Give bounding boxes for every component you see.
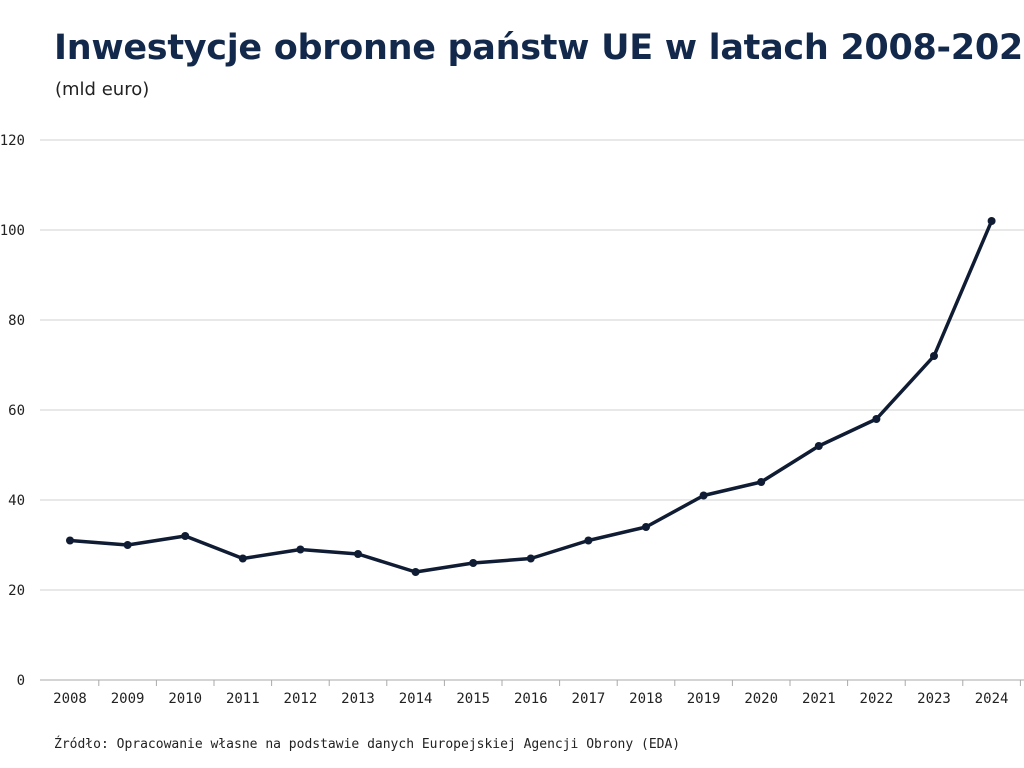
- x-tick-label: 2013: [341, 691, 375, 707]
- x-tick-label: 2011: [226, 691, 260, 707]
- x-tick-label: 2014: [399, 691, 433, 707]
- x-tick-label: 2010: [168, 691, 202, 707]
- y-axis-ticks: 0 20 40 60 80 100 120: [0, 133, 25, 689]
- x-tick-label: 2008: [53, 691, 87, 707]
- data-point: [66, 536, 74, 545]
- y-tick-label: 20: [8, 583, 25, 599]
- x-tick-label: 2021: [802, 691, 836, 707]
- data-point: [296, 545, 305, 554]
- chart-title: Inwestycje obronne państw UE w latach 20…: [54, 28, 1024, 68]
- x-axis-ticks: 2008 2009 2010 2011 2012 2013 2014 2015 2016 2017…: [53, 680, 1021, 707]
- x-tick-label: 2020: [744, 691, 778, 707]
- data-point: [872, 415, 881, 423]
- x-tick-label: 2019: [687, 691, 721, 707]
- chart-subtitle: (mld euro): [55, 79, 150, 100]
- y-tick-label: 120: [0, 133, 25, 149]
- data-point: [757, 478, 766, 486]
- data-point: [699, 491, 708, 500]
- data-point: [181, 532, 190, 540]
- x-tick-label: 2017: [572, 691, 606, 707]
- data-point: [411, 568, 420, 576]
- x-tick-label: 2022: [860, 691, 894, 707]
- grid-lines: [40, 139, 1024, 681]
- data-point: [238, 554, 247, 563]
- data-point: [930, 352, 938, 360]
- y-tick-label: 60: [8, 403, 25, 419]
- series-line: [68, 219, 994, 574]
- x-tick-label: 2012: [284, 691, 318, 707]
- x-tick-label: 2015: [456, 691, 490, 707]
- x-tick-label: 2023: [917, 691, 951, 707]
- x-tick-label: 2018: [629, 691, 663, 707]
- x-tick-label: 2016: [514, 691, 548, 707]
- series-layer: [66, 217, 996, 576]
- data-point: [526, 554, 535, 563]
- y-tick-label: 80: [8, 313, 25, 329]
- data-point: [642, 523, 650, 531]
- data-point: [123, 541, 132, 549]
- data-point: [354, 550, 362, 558]
- data-point: [584, 536, 593, 545]
- y-tick-label: 100: [0, 223, 25, 239]
- data-point: [469, 559, 478, 567]
- source-note: Źródło: Opracowanie własne na podstawie …: [54, 737, 681, 752]
- data-point: [814, 442, 823, 450]
- data-point: [987, 217, 996, 225]
- x-tick-label: 2009: [111, 691, 145, 707]
- y-tick-label: 40: [8, 493, 25, 509]
- y-tick-label: 0: [17, 673, 25, 689]
- x-tick-label: 2024: [975, 691, 1009, 707]
